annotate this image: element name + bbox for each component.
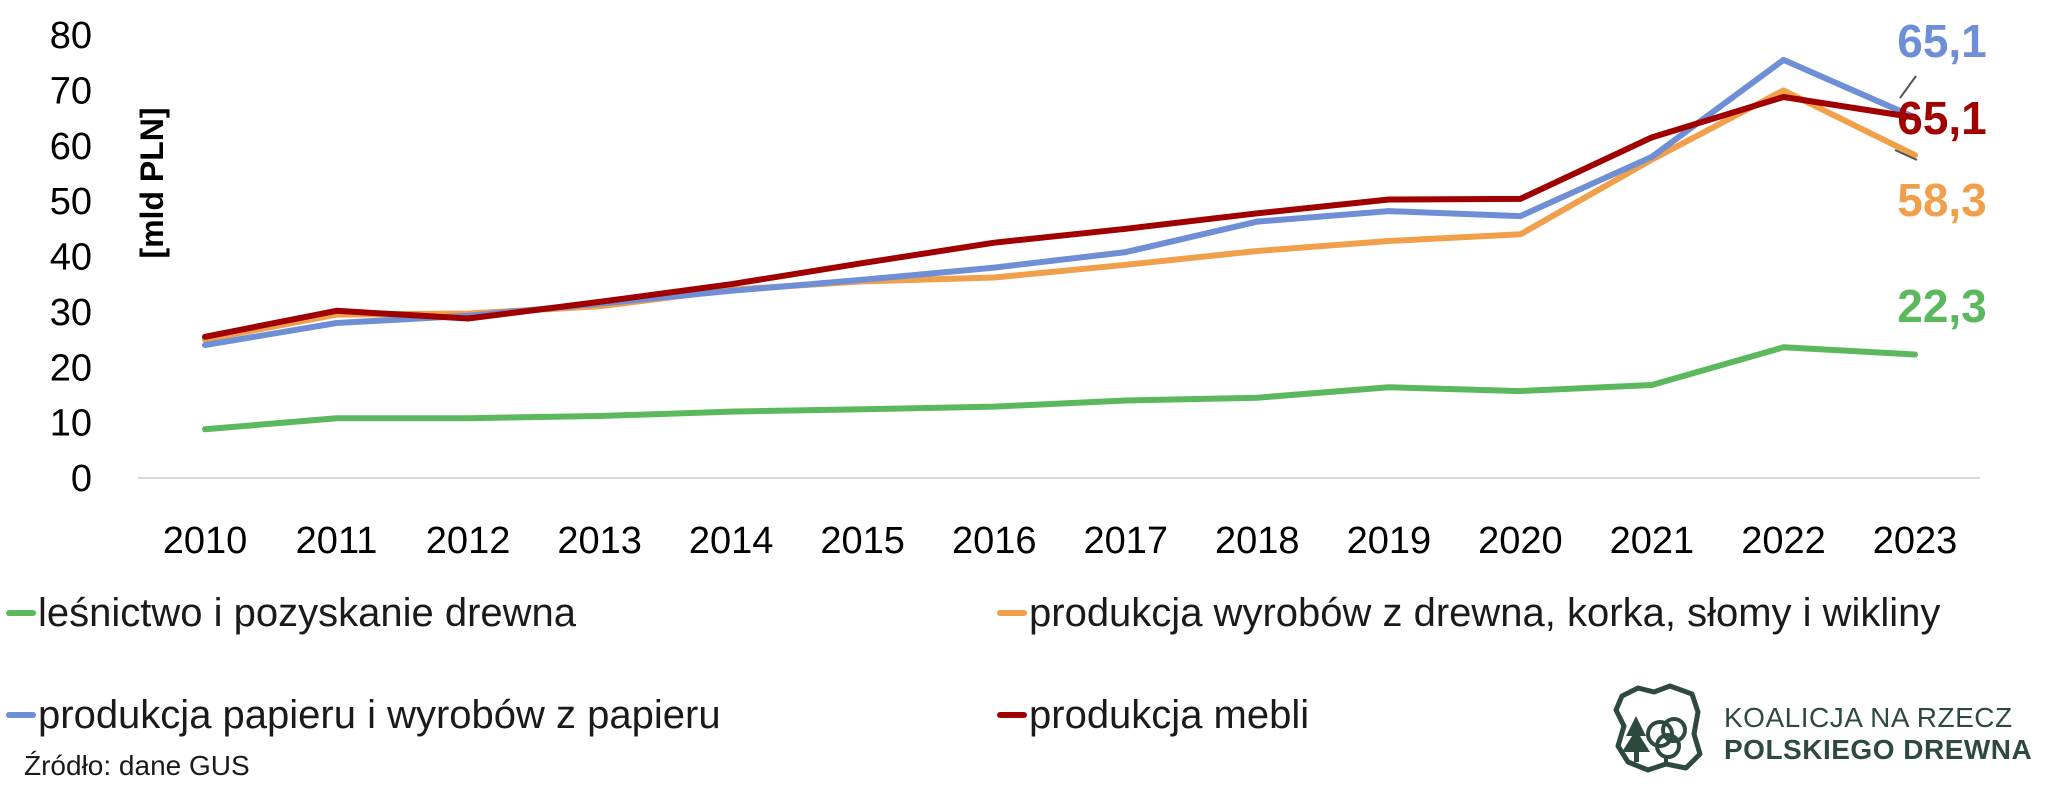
end-label-wood-products: 58,3 <box>1897 174 1987 226</box>
end-label-paper: 65,1 <box>1897 15 1987 67</box>
x-tick-label: 2014 <box>689 520 774 562</box>
y-tick-label: 30 <box>50 292 92 334</box>
x-tick-label: 2013 <box>557 520 642 562</box>
series-lines <box>202 56 1918 433</box>
legend-swatch-paper <box>6 712 36 718</box>
y-tick-label: 60 <box>50 126 92 168</box>
y-axis: 0 10 20 30 40 50 60 70 80 <box>50 15 92 500</box>
leader-line-paper <box>1899 75 1917 99</box>
logo-line-1: KOALICJA NA RZECZ <box>1724 702 2013 733</box>
x-tick-label: 2022 <box>1741 520 1826 562</box>
logo-text: KOALICJA NA RZECZ POLSKIEGO DREWNA <box>1724 702 2032 766</box>
source-note: Źródło: dane GUS <box>24 750 250 781</box>
series-line-paper <box>202 56 1918 349</box>
koalicja-logo: KOALICJA NA RZECZ POLSKIEGO DREWNA <box>1608 678 2048 778</box>
legend-item-paper: produkcja papieru i wyrobów z papieru <box>6 689 721 741</box>
y-tick-label: 50 <box>50 181 92 223</box>
legend-swatch-wood-products <box>997 610 1027 616</box>
series-line-forestry <box>202 344 1918 433</box>
x-tick-label: 2021 <box>1610 520 1695 562</box>
x-tick-label: 2023 <box>1873 520 1958 562</box>
y-axis-label: [mld PLN] <box>134 107 170 258</box>
legend-swatch-furniture <box>997 712 1027 718</box>
legend-item-wood-products: produkcja wyrobów z drewna, korka, słomy… <box>997 587 1940 639</box>
leader-line-wood <box>1894 149 1918 161</box>
series-line-furniture <box>202 94 1918 340</box>
x-tick-label: 2020 <box>1478 520 1563 562</box>
label-leader-lines <box>1894 75 1918 161</box>
legend-label-wood-products: produkcja wyrobów z drewna, korka, słomy… <box>1029 590 1941 635</box>
y-tick-label: 20 <box>50 347 92 389</box>
logo-line-2: POLSKIEGO DREWNA <box>1724 734 2033 765</box>
forest-logo-icon <box>1613 683 1703 773</box>
legend-item-furniture: produkcja mebli <box>997 689 1309 741</box>
legend-label-furniture: produkcja mebli <box>1029 692 1310 737</box>
legend-label-paper: produkcja papieru i wyrobów z papieru <box>38 692 721 737</box>
series-line-wood-products <box>202 87 1918 343</box>
x-tick-label: 2018 <box>1215 520 1300 562</box>
y-tick-label: 70 <box>50 70 92 112</box>
x-tick-label: 2019 <box>1347 520 1432 562</box>
legend-swatch-forestry <box>6 610 36 616</box>
x-tick-label: 2017 <box>1083 520 1168 562</box>
end-labels: 22,3 58,3 65,1 65,1 <box>1897 15 1987 332</box>
x-axis: 2010 2011 2012 2013 2014 2015 2016 2017 2018 2019… <box>163 520 1958 562</box>
y-tick-label: 10 <box>50 403 92 445</box>
x-tick-label: 2015 <box>820 520 905 562</box>
x-tick-label: 2011 <box>296 520 378 562</box>
y-tick-label: 0 <box>71 458 92 500</box>
x-tick-label: 2016 <box>952 520 1037 562</box>
end-label-forestry: 22,3 <box>1897 280 1987 332</box>
end-label-furniture: 65,1 <box>1897 92 1987 144</box>
legend-item-forestry: leśnictwo i pozyskanie drewna <box>6 587 576 639</box>
y-tick-label: 80 <box>50 15 92 57</box>
x-tick-label: 2010 <box>163 520 248 562</box>
legend-label-forestry: leśnictwo i pozyskanie drewna <box>38 590 577 635</box>
x-tick-label: 2012 <box>426 520 511 562</box>
y-tick-label: 40 <box>50 237 92 279</box>
